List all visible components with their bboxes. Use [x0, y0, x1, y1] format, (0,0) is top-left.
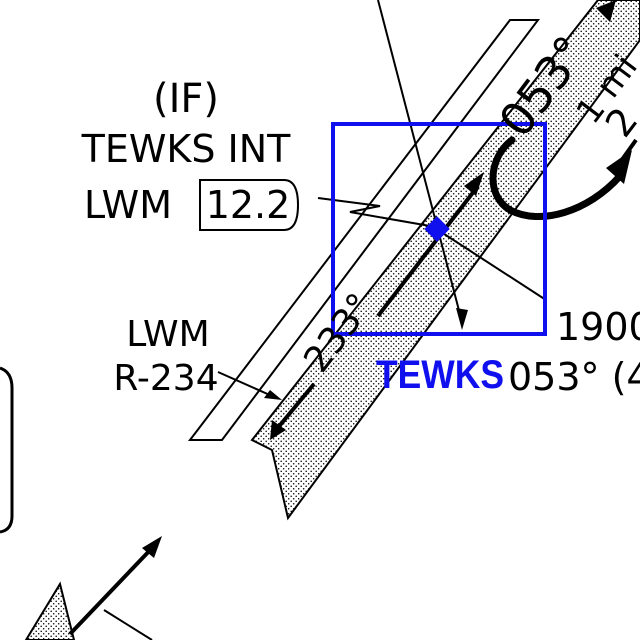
inbound-course-line — [376, 184, 480, 318]
lower-course-line — [68, 544, 156, 636]
lower-arrow-icon — [142, 536, 162, 558]
inbound-arrow-icon — [464, 172, 484, 196]
outbound-course-line — [274, 382, 316, 432]
procedure-turn-tick — [614, 138, 638, 170]
fix-highlight-label: TEWKS — [376, 353, 504, 397]
outbound-arrow-icon — [270, 420, 286, 440]
altitude-leader — [437, 229, 547, 301]
dme-leader — [317, 197, 431, 227]
procedure-turn-barb — [489, 136, 624, 220]
lower-shaded-shape — [24, 581, 76, 640]
altitude-course-label: 053° (4 — [508, 355, 640, 399]
radial-leader — [217, 371, 273, 397]
bearing-arrow-icon — [456, 308, 468, 330]
bearing-line — [377, 0, 463, 323]
radial-value-label: R-234 — [113, 358, 218, 399]
lower-leader-line — [103, 609, 153, 640]
radial-band-outline — [187, 19, 541, 441]
left-boundary-curve — [0, 366, 14, 534]
dme-navaid-label: LWM — [84, 183, 172, 227]
fix-marker[interactable] — [424, 216, 450, 242]
if-label: (IF) — [153, 76, 219, 122]
dme-value: 12.2 — [206, 183, 291, 227]
fix-name-label: TEWKS INT — [81, 127, 292, 171]
track-top-arrow-icon — [596, 0, 616, 22]
radial-arrow-icon — [264, 390, 282, 400]
fix-highlight-box — [331, 122, 547, 336]
dme-box — [199, 179, 300, 231]
radial-navaid-label: LWM — [126, 314, 209, 355]
